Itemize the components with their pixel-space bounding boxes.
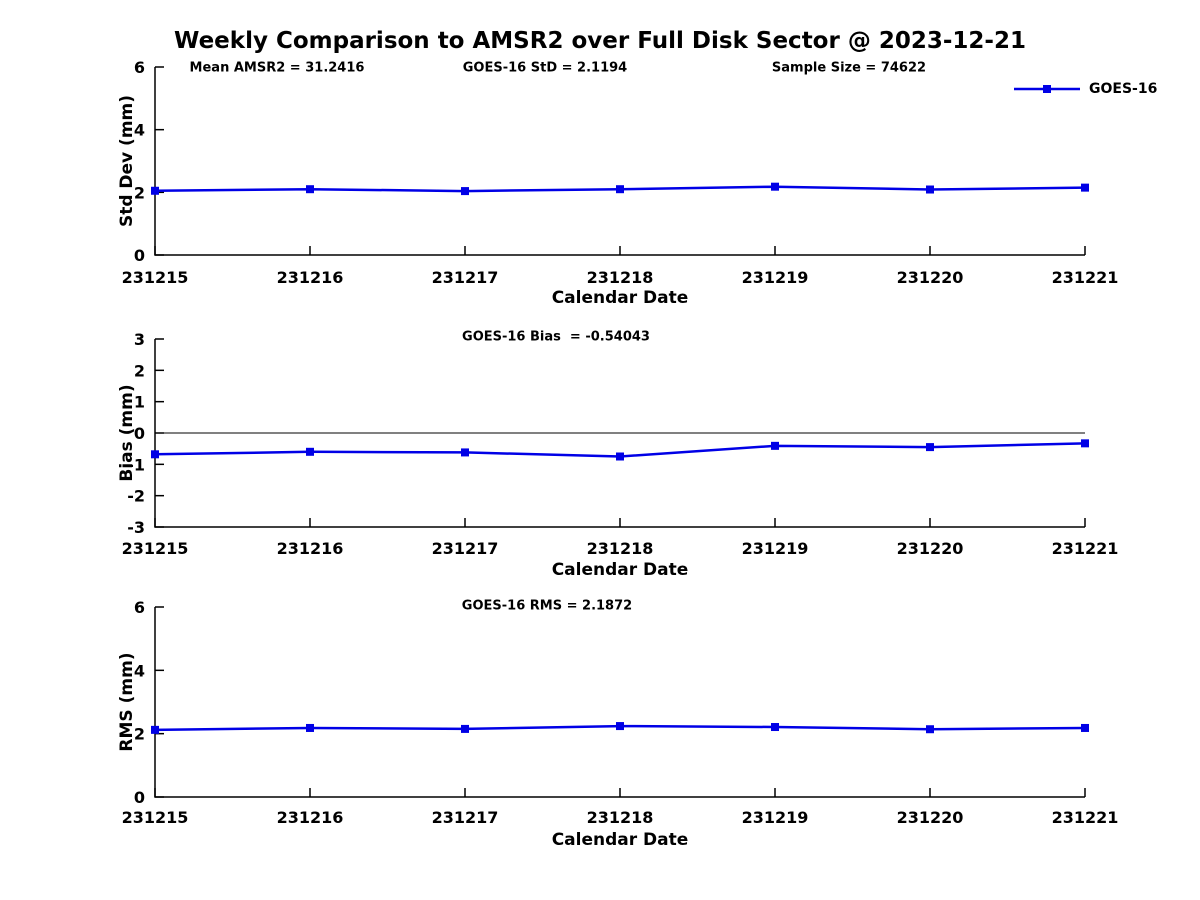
annotation-goes16-rms: GOES-16 RMS = 2.1872 — [461, 598, 633, 614]
legend-label: GOES-16 — [1089, 81, 1158, 97]
std-dev-x-tick-label: 231215 — [122, 268, 189, 287]
bias-data-point-marker — [926, 443, 934, 452]
bias-data-point-marker — [771, 441, 779, 450]
rms-x-tick-label: 231220 — [897, 808, 964, 827]
bias-x-tick-label: 231220 — [897, 539, 964, 558]
rms-data-point-marker — [151, 725, 159, 734]
std-dev-y-tick-label: 6 — [134, 58, 145, 77]
std-dev-x-tick-label: 231220 — [897, 268, 964, 287]
bias-y-tick-label: -2 — [127, 487, 145, 506]
rms-data-point-marker — [926, 725, 934, 734]
bias-data-point-marker — [616, 452, 624, 461]
std-dev-x-tick-label: 231217 — [432, 268, 499, 287]
annotation-goes16-std: GOES-16 StD = 2.1194 — [462, 60, 628, 76]
bias-x-tick-label: 231216 — [277, 539, 344, 558]
bias-data-point-marker — [1081, 439, 1089, 448]
std-dev-x-tick-label: 231221 — [1052, 268, 1119, 287]
rms-axes — [154, 607, 1085, 798]
std-dev-data-point-marker — [1081, 183, 1089, 192]
bias-x-axis-label: Calendar Date — [551, 560, 689, 580]
rms-x-tick-label: 231217 — [432, 808, 499, 827]
std-dev-data-point-marker — [151, 186, 159, 195]
rms-x-tick-label: 231219 — [742, 808, 809, 827]
rms-y-tick-label: 6 — [134, 598, 145, 617]
figure-title: Weekly Comparison to AMSR2 over Full Dis… — [174, 28, 1026, 54]
bias-x-tick-label: 231217 — [432, 539, 499, 558]
bias-x-tick-label: 231215 — [122, 539, 189, 558]
bias-data-point-marker — [306, 447, 314, 456]
bias-y-tick-label: -3 — [127, 518, 145, 537]
bias-data-point-marker — [461, 448, 469, 457]
rms-y-tick-label: 0 — [134, 788, 145, 807]
std-dev-y-tick-label: 0 — [134, 246, 145, 265]
annotation-mean-amsr2: Mean AMSR2 = 31.2416 — [189, 60, 365, 76]
std-dev-axes — [154, 67, 1085, 256]
bias-y-tick-label: 3 — [134, 330, 145, 349]
bias-x-tick-label: 231219 — [742, 539, 809, 558]
rms-x-tick-label: 231221 — [1052, 808, 1119, 827]
rms-y-tick-label: 4 — [134, 661, 145, 680]
rms-x-tick-label: 231215 — [122, 808, 189, 827]
std-dev-x-tick-label: 231216 — [277, 268, 344, 287]
std-dev-data-point-marker — [771, 182, 779, 191]
stddev-x-axis-label: Calendar Date — [551, 288, 689, 308]
rms-y-tick-label: 2 — [134, 725, 145, 744]
bias-data-point-marker — [151, 450, 159, 459]
std-dev-y-tick-label: 2 — [134, 183, 145, 202]
rms-data-point-marker — [306, 723, 314, 732]
rms-x-tick-label: 231218 — [587, 808, 654, 827]
rms-x-axis-label: Calendar Date — [551, 830, 689, 850]
bias-y-tick-label: 2 — [134, 361, 145, 380]
rms-data-point-marker — [461, 724, 469, 733]
rms-data-point-marker — [771, 723, 779, 732]
bias-y-tick-label: 0 — [134, 424, 145, 443]
std-dev-data-point-marker — [461, 187, 469, 196]
rms-data-point-marker — [616, 722, 624, 731]
std-dev-y-tick-label: 4 — [134, 121, 145, 140]
std-dev-x-tick-label: 231219 — [742, 268, 809, 287]
std-dev-data-point-marker — [926, 185, 934, 194]
std-dev-x-tick-label: 231218 — [587, 268, 654, 287]
legend: GOES-16 — [1012, 80, 1157, 98]
legend-line-sample-icon — [1014, 85, 1080, 93]
bias-y-tick-label: 1 — [134, 393, 145, 412]
annotation-sample-size: Sample Size = 74622 — [771, 60, 927, 76]
bias-x-tick-label: 231221 — [1052, 539, 1119, 558]
bias-x-tick-label: 231218 — [587, 539, 654, 558]
bias-y-tick-label: -1 — [127, 455, 145, 474]
annotation-goes16-bias: GOES-16 Bias = -0.54043 — [462, 329, 650, 345]
std-dev-data-point-marker — [306, 185, 314, 194]
rms-data-point-marker — [1081, 723, 1089, 732]
std-dev-data-point-marker — [616, 185, 624, 194]
rms-x-tick-label: 231216 — [277, 808, 344, 827]
